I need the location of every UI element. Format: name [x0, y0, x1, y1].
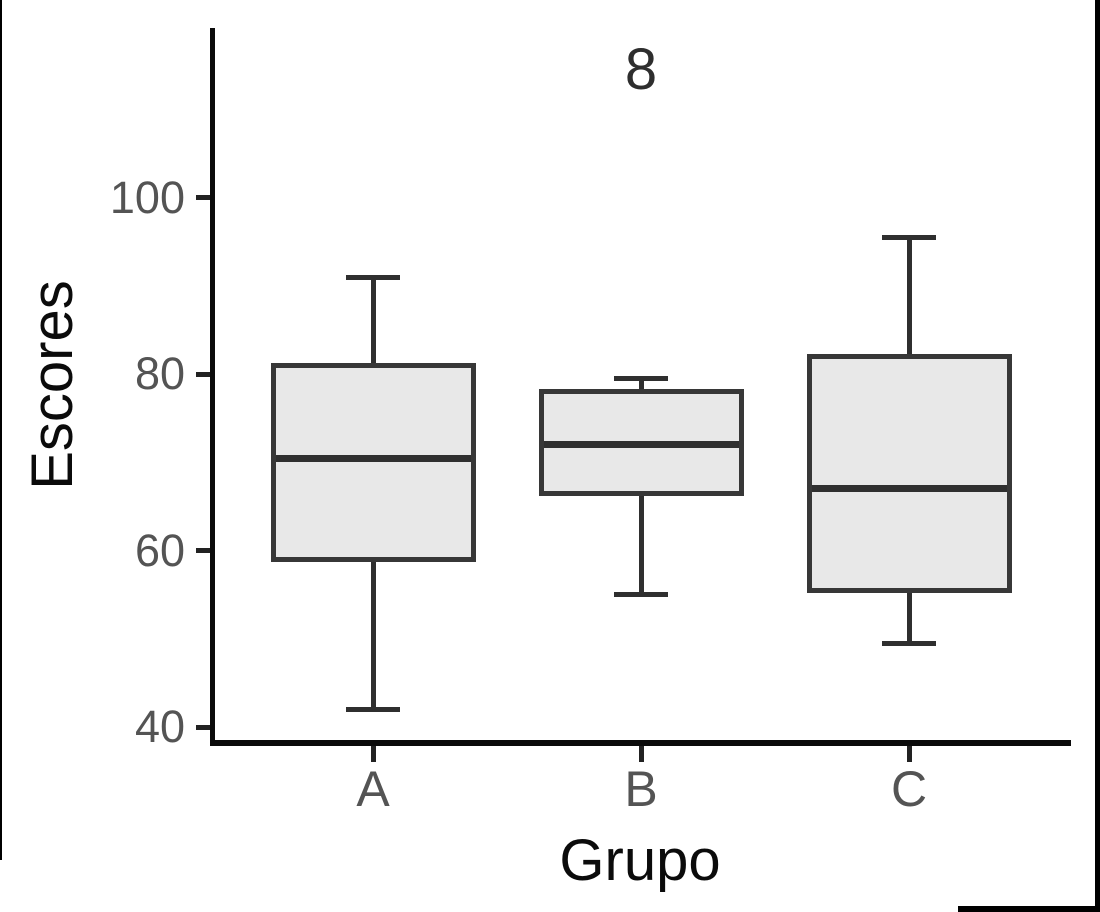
median-line-C	[811, 485, 1007, 493]
whisker-cap-min-A	[346, 706, 400, 712]
x-tick-mark-A	[370, 746, 376, 762]
y-tick-mark-60	[196, 548, 210, 554]
whisker-lower-C	[906, 590, 912, 644]
y-tick-mark-80	[196, 371, 210, 377]
y-axis-line	[210, 28, 215, 746]
median-line-A	[275, 454, 471, 462]
outlier-label-8: 8	[624, 37, 658, 103]
y-tick-label-80: 80	[134, 348, 185, 400]
x-tick-label-C: C	[890, 761, 928, 817]
whisker-upper-C	[906, 237, 912, 357]
whisker-upper-B	[638, 378, 644, 392]
box-A	[270, 363, 476, 562]
screen-edge-left	[0, 0, 2, 860]
x-axis-line	[210, 740, 1071, 746]
box-C	[806, 354, 1012, 593]
x-tick-label-A: A	[356, 761, 390, 817]
screen-edge-right	[1095, 0, 1100, 912]
y-tick-label-40: 40	[134, 701, 185, 752]
x-tick-mark-C	[906, 746, 912, 762]
whisker-cap-max-A	[346, 274, 400, 280]
whisker-lower-B	[638, 493, 644, 595]
whisker-cap-min-C	[882, 640, 936, 646]
y-tick-label-60: 60	[134, 524, 185, 576]
whisker-cap-max-B	[614, 376, 668, 382]
x-tick-label-B: B	[624, 761, 658, 817]
y-tick-label-100: 100	[109, 171, 185, 223]
whisker-cap-min-B	[614, 592, 668, 598]
screen-edge-bottom-right	[958, 906, 1100, 912]
whisker-cap-max-C	[882, 235, 936, 241]
y-tick-mark-100	[196, 195, 210, 201]
y-tick-mark-40	[196, 724, 210, 730]
median-line-B	[543, 441, 739, 449]
whisker-upper-A	[370, 277, 376, 366]
whisker-lower-A	[370, 559, 376, 710]
x-axis-title: Grupo	[559, 828, 721, 893]
x-tick-mark-B	[638, 746, 644, 762]
